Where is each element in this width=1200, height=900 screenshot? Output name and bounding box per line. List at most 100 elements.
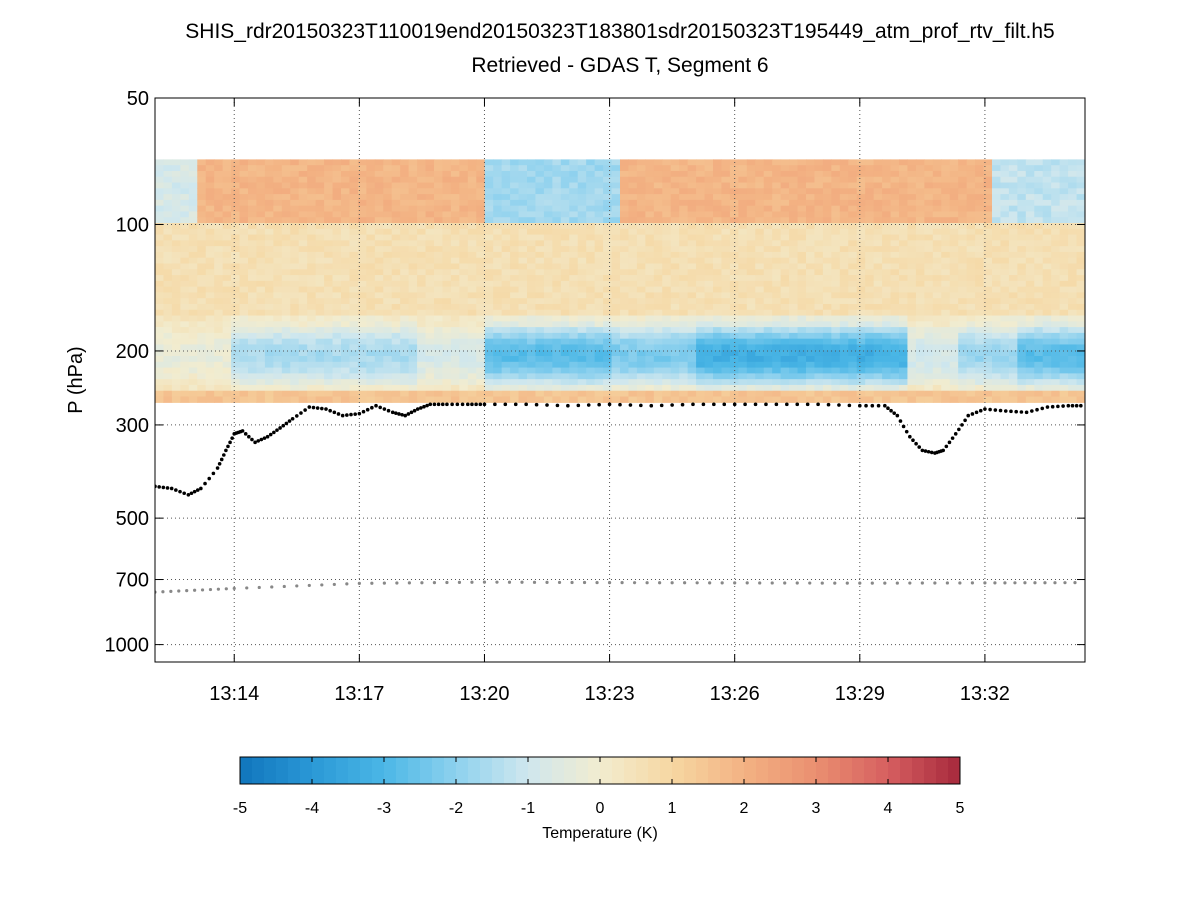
heatmap-cell	[1051, 263, 1061, 270]
heatmap-cell	[941, 251, 951, 259]
heatmap-cell	[180, 309, 190, 317]
heatmap-cell	[806, 344, 816, 351]
heatmap-cell	[586, 170, 596, 178]
heatmap-cell	[155, 315, 165, 322]
heatmap-cell	[408, 298, 418, 305]
heatmap-cell	[1059, 188, 1069, 195]
lower-boundary-point	[770, 581, 774, 585]
heatmap-cell	[907, 292, 917, 299]
heatmap-cell	[239, 350, 249, 357]
heatmap-cell	[180, 367, 190, 374]
heatmap-cell	[383, 298, 393, 305]
heatmap-cell	[341, 309, 351, 317]
heatmap-cell	[645, 280, 655, 288]
upper-boundary-point	[428, 402, 433, 407]
upper-boundary-point	[311, 405, 316, 410]
heatmap-cell	[814, 373, 824, 380]
heatmap-cell	[662, 356, 672, 363]
heatmap-cell	[653, 240, 663, 247]
heatmap-cell	[797, 223, 807, 230]
heatmap-cell	[501, 361, 511, 369]
heatmap-cell	[932, 298, 942, 305]
heatmap-cell	[670, 217, 680, 224]
heatmap-cell	[349, 384, 359, 392]
heatmap-cell	[713, 263, 723, 270]
heatmap-cell	[248, 280, 258, 288]
heatmap-cell	[941, 275, 951, 282]
heatmap-cell	[1076, 176, 1085, 184]
heatmap-cell	[357, 338, 367, 346]
heatmap-cell	[772, 263, 782, 270]
heatmap-cell	[932, 182, 942, 189]
heatmap-cell	[586, 263, 596, 270]
heatmap-cell	[789, 205, 799, 213]
heatmap-cell	[357, 234, 367, 241]
heatmap-cell	[1059, 350, 1069, 357]
heatmap-cell	[205, 176, 215, 184]
heatmap-cell	[171, 223, 181, 230]
heatmap-cell	[510, 327, 520, 334]
heatmap-cell	[231, 292, 241, 299]
x-tick-label: 13:32	[960, 683, 1010, 705]
heatmap-cell	[273, 327, 283, 334]
heatmap-cell	[577, 217, 587, 224]
heatmap-cell	[975, 286, 985, 294]
heatmap-cell	[239, 303, 249, 311]
heatmap-cell	[357, 165, 367, 172]
heatmap-cell	[290, 321, 300, 328]
heatmap-cell	[679, 246, 689, 253]
heatmap-cell	[1076, 223, 1085, 230]
heatmap-cell	[738, 170, 748, 178]
heatmap-cell	[831, 205, 841, 213]
heatmap-cell	[366, 234, 376, 241]
heatmap-cell	[772, 228, 782, 236]
heatmap-cell	[755, 211, 765, 218]
heatmap-cell	[510, 182, 520, 189]
heatmap-cell	[171, 356, 181, 363]
heatmap-cell	[341, 303, 351, 311]
heatmap-cell	[1025, 211, 1035, 218]
heatmap-cell	[890, 384, 900, 392]
heatmap-cell	[653, 246, 663, 253]
heatmap-cell	[307, 240, 317, 247]
heatmap-cell	[594, 327, 604, 334]
heatmap-cell	[721, 338, 731, 346]
heatmap-cell	[806, 309, 816, 317]
upper-boundary-point	[1066, 403, 1071, 408]
heatmap-cell	[493, 344, 503, 351]
heatmap-cell	[814, 379, 824, 386]
heatmap-cell	[248, 269, 258, 276]
heatmap-cell	[1017, 263, 1027, 270]
heatmap-cell	[890, 211, 900, 218]
heatmap-cell	[729, 373, 739, 380]
heatmap-cell	[620, 234, 630, 241]
heatmap-cell	[636, 205, 646, 213]
heatmap-cell	[417, 280, 427, 288]
heatmap-cell	[476, 384, 486, 392]
heatmap-cell	[738, 384, 748, 392]
heatmap-cell	[543, 246, 553, 253]
heatmap-cell	[543, 165, 553, 172]
heatmap-cell	[543, 176, 553, 184]
heatmap-cell	[1008, 275, 1018, 282]
heatmap-cell	[155, 379, 165, 386]
heatmap-cell	[721, 390, 731, 398]
heatmap-cell	[400, 384, 410, 392]
heatmap-cell	[899, 280, 909, 288]
heatmap-cell	[1068, 315, 1078, 322]
upper-boundary-point	[691, 402, 695, 407]
heatmap-cell	[620, 165, 630, 172]
heatmap-cell	[408, 275, 418, 282]
lower-boundary-point	[820, 581, 824, 585]
upper-boundary-point	[378, 405, 383, 410]
heatmap-cell	[1025, 332, 1035, 340]
heatmap-cell	[865, 292, 875, 299]
heatmap-cell	[679, 240, 689, 247]
heatmap-cell	[780, 309, 790, 317]
upper-boundary-point	[926, 449, 931, 454]
heatmap-cell	[899, 350, 909, 357]
heatmap-cell	[992, 159, 1002, 166]
heatmap-cell	[307, 303, 317, 311]
heatmap-cell	[924, 344, 934, 351]
heatmap-cell	[713, 298, 723, 305]
